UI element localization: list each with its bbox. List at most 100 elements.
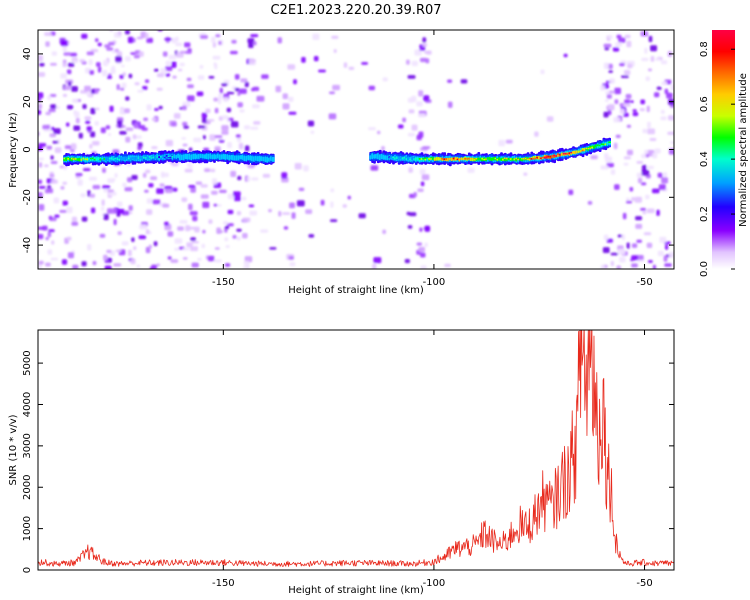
noise-cell (95, 107, 100, 111)
noise-cell (101, 199, 105, 206)
noise-cell (182, 143, 188, 147)
noise-cell (90, 49, 99, 53)
noise-cell (140, 31, 147, 39)
noise-cell (46, 178, 53, 184)
noise-cell (248, 42, 254, 48)
noise-cell (226, 223, 234, 227)
noise-cell (128, 249, 132, 257)
noise-cell (156, 87, 163, 91)
noise-cell (418, 246, 425, 253)
noise-cell (663, 255, 668, 262)
noise-cell (288, 96, 294, 102)
noise-cell (622, 212, 627, 220)
noise-cell (90, 131, 96, 138)
noise-cell (50, 104, 57, 109)
noise-cell (411, 95, 417, 102)
noise-cell (117, 231, 122, 235)
noise-cell (404, 259, 410, 264)
noise-cell (61, 259, 68, 265)
x-tick-label: -50 (636, 578, 652, 589)
noise-cell (318, 69, 326, 73)
noise-cell (414, 49, 422, 56)
noise-cell (546, 116, 554, 122)
noise-cell (422, 37, 427, 43)
noise-cell (179, 62, 185, 67)
noise-cell (101, 206, 105, 211)
noise-cell (332, 84, 340, 91)
noise-cell (523, 172, 528, 176)
noise-cell (617, 248, 626, 255)
noise-cell (162, 51, 168, 57)
noise-cell (138, 51, 144, 57)
noise-cell (165, 60, 171, 66)
noise-cell (89, 70, 94, 75)
noise-cell (641, 164, 647, 171)
noise-cell (66, 236, 72, 241)
noise-cell (162, 203, 170, 208)
noise-cell (614, 87, 621, 95)
noise-cell (122, 182, 127, 188)
noise-cell (444, 263, 451, 267)
noise-cell (116, 51, 123, 57)
noise-cell (236, 228, 242, 232)
noise-cell (422, 43, 428, 47)
noise-cell (370, 165, 379, 171)
noise-cell (148, 37, 153, 42)
spectrogram-y-axis: -40 -20 0 20 40 (22, 48, 674, 253)
noise-cell (66, 206, 73, 214)
noise-cell (222, 115, 229, 120)
noise-cell (114, 48, 119, 52)
noise-cell (124, 187, 133, 192)
noise-cell (221, 83, 228, 87)
noise-cell (641, 57, 649, 62)
noise-cell (312, 33, 320, 40)
noise-cell (138, 235, 146, 240)
noise-cell (47, 249, 53, 255)
noise-cell (67, 62, 75, 67)
noise-cell (420, 252, 426, 258)
noise-cell (652, 188, 660, 194)
noise-cell (234, 87, 240, 92)
noise-cell (629, 187, 634, 192)
noise-cell (48, 229, 55, 233)
noise-cell (146, 209, 153, 215)
noise-cell (609, 90, 615, 94)
noise-cell (232, 191, 241, 197)
noise-cell (125, 136, 131, 143)
noise-cell (420, 265, 427, 269)
noise-cell (610, 252, 619, 256)
noise-cell (119, 74, 124, 79)
noise-cell (328, 113, 337, 120)
noise-cell (51, 51, 57, 56)
noise-cell (188, 203, 193, 211)
noise-cell (240, 78, 248, 83)
noise-cell (168, 54, 177, 60)
noise-cell (121, 64, 125, 68)
noise-cell (180, 50, 186, 54)
noise-cell (641, 153, 646, 159)
noise-cell (289, 262, 296, 267)
noise-cell (81, 33, 88, 39)
noise-cell (151, 117, 157, 121)
noise-cell (246, 262, 250, 269)
noise-cell (221, 125, 229, 131)
x-tick-label: -100 (423, 578, 446, 589)
noise-cell (159, 183, 165, 187)
noise-cell (308, 234, 315, 238)
noise-cell (137, 89, 144, 93)
noise-cell (170, 259, 179, 263)
noise-cell (630, 100, 634, 104)
noise-cell (619, 63, 625, 67)
noise-cell (236, 236, 241, 241)
noise-cell (614, 99, 619, 104)
noise-cell (214, 247, 220, 250)
noise-cell (358, 213, 366, 219)
noise-cell (117, 208, 125, 214)
noise-cell (172, 75, 177, 79)
noise-cell (160, 68, 167, 75)
noise-cell (194, 226, 200, 233)
noise-cell (167, 256, 172, 260)
noise-cell (221, 130, 229, 135)
noise-cell (232, 235, 237, 239)
